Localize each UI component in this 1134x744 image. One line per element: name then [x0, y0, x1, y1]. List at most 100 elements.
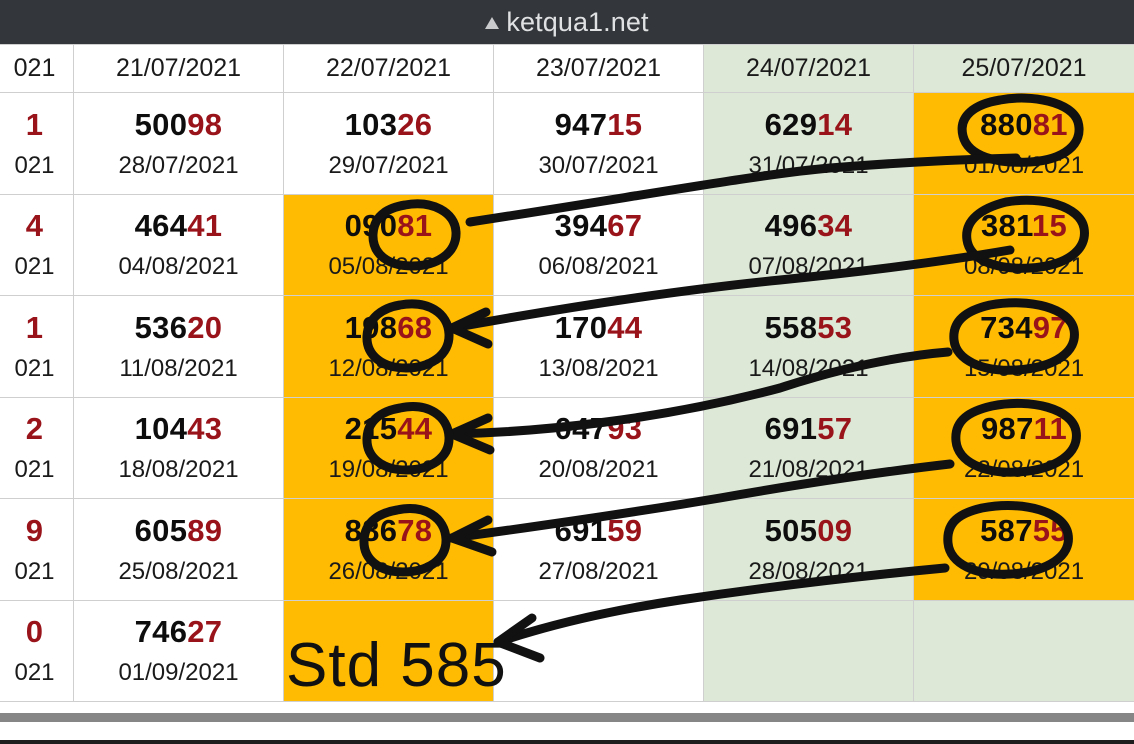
- result-number-high: 500: [134, 106, 188, 142]
- bottom-scroll-bar[interactable]: [0, 713, 1134, 722]
- result-cell[interactable]: 53620 11/08/2021: [73, 295, 284, 398]
- result-number-high: 880: [980, 106, 1033, 142]
- result-cell[interactable]: 19868 12/08/2021: [283, 295, 494, 398]
- result-cell-empty[interactable]: [703, 599, 914, 702]
- result-cell-empty[interactable]: [913, 599, 1134, 702]
- result-cell[interactable]: 88081 01/08/2021: [913, 92, 1134, 195]
- result-cell[interactable]: 46441 04/08/2021: [73, 193, 284, 296]
- result-number-high: 170: [554, 309, 608, 345]
- result-number-high: 496: [764, 208, 818, 244]
- site-url-label[interactable]: ketqua1.net: [506, 6, 649, 37]
- result-number-high: 734: [980, 309, 1033, 345]
- result-number: 50509: [765, 513, 853, 549]
- result-number: 69159: [555, 513, 643, 549]
- result-cell[interactable]: 55853 14/08/2021: [703, 295, 914, 398]
- result-number-high: 605: [134, 512, 188, 548]
- result-number-low: 81: [1032, 106, 1068, 142]
- table-row: 0 021 74627 01/09/2021: [0, 599, 1134, 702]
- result-number: 55853: [765, 310, 853, 346]
- result-cell[interactable]: 10443 18/08/2021: [73, 396, 284, 499]
- result-cell[interactable]: 21544 19/08/2021: [283, 396, 494, 499]
- bottom-white-strip: [0, 722, 1134, 740]
- result-number: 4: [26, 208, 44, 244]
- result-cell[interactable]: 69157 21/08/2021: [703, 396, 914, 499]
- result-cell[interactable]: 94715 30/07/2021: [493, 92, 704, 195]
- result-date: 22/08/2021: [963, 456, 1085, 484]
- result-number: 50098: [135, 107, 223, 143]
- result-number-low: 20: [187, 309, 223, 345]
- result-cell[interactable]: 88678 26/08/2021: [283, 498, 494, 601]
- result-date: 29/07/2021: [328, 151, 449, 179]
- result-number: 94715: [555, 107, 643, 143]
- column-header-0: 021: [0, 44, 74, 93]
- result-date: 29/08/2021: [963, 557, 1085, 585]
- result-date: 12/08/2021: [328, 354, 449, 382]
- result-cell-empty[interactable]: [493, 599, 704, 702]
- result-cell[interactable]: 69159 27/08/2021: [493, 498, 704, 601]
- result-number: 69157: [765, 411, 853, 447]
- result-cell[interactable]: 38115 08/08/2021: [913, 193, 1134, 296]
- result-cell[interactable]: 74627 01/09/2021: [73, 599, 284, 702]
- result-cell[interactable]: 1 021: [0, 295, 74, 398]
- result-number-low: 9: [25, 512, 44, 548]
- result-cell[interactable]: 2 021: [0, 396, 74, 499]
- result-cell[interactable]: 50509 28/08/2021: [703, 498, 914, 601]
- result-number-low: 98: [187, 106, 223, 142]
- result-date: 07/08/2021: [748, 253, 869, 281]
- result-cell[interactable]: 1 021: [0, 92, 74, 195]
- result-number-high: 505: [764, 512, 818, 548]
- result-cell[interactable]: 0 021: [0, 599, 74, 702]
- result-cell-empty[interactable]: [283, 599, 494, 702]
- column-header-2: 22/07/2021: [283, 44, 494, 93]
- result-date: 05/08/2021: [328, 253, 449, 281]
- result-number: 04793: [555, 411, 643, 447]
- result-cell[interactable]: 10326 29/07/2021: [283, 92, 494, 195]
- warning-triangle-icon: [485, 17, 500, 29]
- result-cell[interactable]: 58755 29/08/2021: [913, 498, 1134, 601]
- result-number: 21544: [345, 411, 433, 447]
- result-number: 88678: [345, 513, 433, 549]
- result-number: 1: [26, 310, 44, 346]
- column-header-5: 25/07/2021: [913, 44, 1134, 93]
- result-number-high: 947: [554, 106, 608, 142]
- result-cell[interactable]: 60589 25/08/2021: [73, 498, 284, 601]
- result-cell[interactable]: 62914 31/07/2021: [703, 92, 914, 195]
- result-cell[interactable]: 39467 06/08/2021: [493, 193, 704, 296]
- result-cell[interactable]: 4 021: [0, 193, 74, 296]
- result-cell[interactable]: 49634 07/08/2021: [703, 193, 914, 296]
- result-cell[interactable]: 73497 15/08/2021: [913, 295, 1134, 398]
- result-number-high: 464: [134, 208, 188, 244]
- result-date: 11/08/2021: [119, 354, 238, 382]
- result-number: 73497: [980, 310, 1068, 346]
- result-date: 01/09/2021: [118, 659, 239, 687]
- result-cell[interactable]: 04793 20/08/2021: [493, 396, 704, 499]
- result-number-low: 15: [1031, 208, 1067, 244]
- result-date: 14/08/2021: [748, 354, 869, 382]
- result-number: 10326: [345, 107, 433, 143]
- result-number: 53620: [135, 310, 223, 346]
- result-number-high: 381: [980, 208, 1032, 244]
- result-date: 26/08/2021: [328, 557, 449, 585]
- result-number-low: 26: [397, 106, 433, 142]
- column-header-label: 21/07/2021: [115, 54, 242, 82]
- result-cell[interactable]: 98711 22/08/2021: [913, 396, 1134, 499]
- result-date: 18/08/2021: [118, 456, 239, 484]
- column-header-4: 24/07/2021: [703, 44, 914, 93]
- result-date: 30/07/2021: [538, 151, 659, 179]
- result-cell[interactable]: 17044 13/08/2021: [493, 295, 704, 398]
- result-number-low: 81: [397, 208, 433, 244]
- result-number: 0: [26, 614, 44, 650]
- result-number-high: 691: [764, 411, 818, 447]
- table-row: 1 021 53620 11/08/2021 19868 12/08: [0, 295, 1134, 398]
- result-cell[interactable]: 09081 05/08/2021: [283, 193, 494, 296]
- result-number-high: 886: [344, 512, 398, 548]
- result-number: 49634: [765, 208, 853, 244]
- result-number: 98711: [981, 411, 1067, 447]
- result-date: 021: [14, 151, 55, 179]
- result-date: 20/08/2021: [538, 456, 659, 484]
- result-number-high: 536: [134, 309, 188, 345]
- result-number-low: 59: [607, 512, 643, 548]
- result-cell[interactable]: 9 021: [0, 498, 74, 601]
- result-cell[interactable]: 50098 28/07/2021: [73, 92, 284, 195]
- result-number-low: 89: [187, 512, 223, 548]
